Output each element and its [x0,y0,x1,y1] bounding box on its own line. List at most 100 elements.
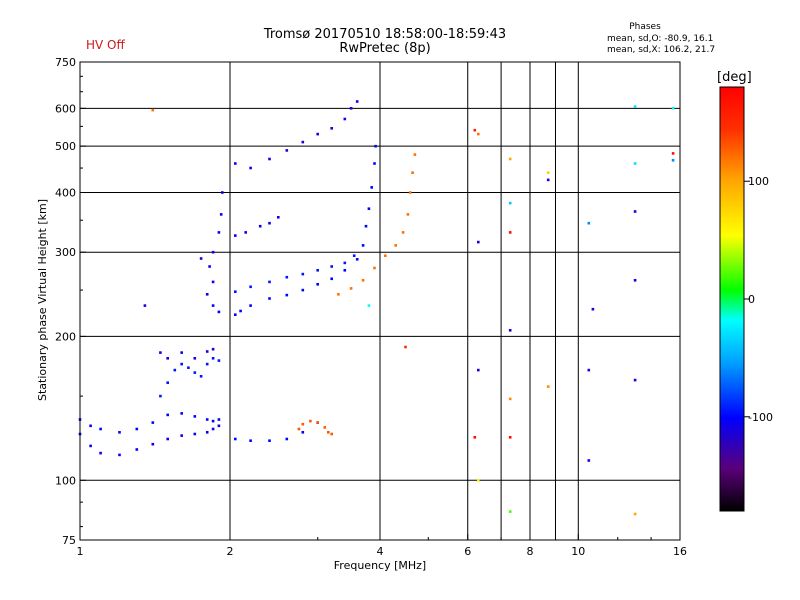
phases-x-stats: mean, sd,X: 106.2, 21.7 [607,45,716,55]
trace-5-point-8 [343,269,347,272]
trace-0-point-10 [211,427,215,431]
trace-9-point-6 [330,432,333,436]
trace-5-point-4 [285,293,289,297]
trace-3-point-2 [180,351,183,354]
trace-8-point-2 [268,439,271,442]
y-tick-label: 400 [55,186,76,199]
colorbar-label: [deg] [717,70,752,85]
trace-7-point-2 [361,279,365,282]
trace-7-point-10 [413,153,417,156]
trace-5-point-3 [268,297,271,300]
trace-9-point-5 [327,431,330,434]
trace-1-point-6 [166,413,169,417]
isolated-point-32 [671,152,675,155]
trace-10-point-9 [355,100,359,103]
trace-4-point-2 [205,293,209,296]
trace-3-point-5 [211,347,215,351]
y-tick-label: 300 [55,246,76,259]
isolated-point-30 [633,512,637,516]
trace-1-point-1 [89,424,92,428]
trace-8-point-0 [234,437,237,441]
trace-1-point-2 [99,427,102,431]
trace-5-point-7 [330,277,333,281]
trace-6-point-8 [352,254,356,257]
trace-2-point-0 [159,394,162,398]
trace-10-point-1 [249,166,252,170]
trace-6-point-4 [301,272,305,276]
trace-11-point-2 [258,224,262,228]
isolated-point-31 [671,107,675,110]
trace-4-point-5 [211,250,215,254]
x-tick-label: 4 [377,545,384,558]
isolated-point-16 [508,436,512,439]
trace-9-point-2 [309,419,312,423]
trace-0-point-1 [89,444,92,448]
trace-5-point-12 [367,207,371,210]
y-tick-label: 600 [55,102,76,115]
isolated-point-11 [508,157,512,161]
trace-9-point-0 [297,427,301,431]
trace-0-point-4 [135,448,139,451]
trace-8-point-3 [285,437,289,441]
trace-1-point-7 [180,412,183,415]
trace-7-point-5 [394,244,397,247]
trace-2-point-8 [211,357,215,360]
isolated-point-22 [591,307,595,311]
trace-2-point-1 [166,381,169,384]
phases-o-stats: mean, sd,O: -80.9, 16.1 [607,34,714,44]
trace-9-point-1 [301,422,305,426]
isolated-point-21 [587,221,591,225]
isolated-point-19 [546,178,550,182]
trace-0-point-6 [166,437,169,441]
isolated-point-6 [477,132,480,136]
trace-4-point-8 [221,191,224,194]
trace-9-point-4 [323,426,327,429]
trace-2-point-5 [193,371,197,374]
trace-2-point-6 [199,375,203,378]
isolated-point-9 [473,436,477,439]
isolated-point-33 [671,159,675,162]
trace-6-point-3 [285,275,289,279]
trace-0-point-9 [205,431,209,434]
trace-0-point-7 [180,434,183,437]
isolated-point-27 [633,210,637,213]
isolated-point-14 [508,329,512,332]
trace-3-point-1 [166,357,169,360]
x-tick-label: 10 [571,545,585,558]
trace-7-point-6 [401,231,405,234]
trace-4-point-1 [211,304,215,307]
isolated-point-15 [508,397,512,401]
isolated-point-13 [508,231,512,234]
trace-1-point-3 [118,431,121,434]
hv-status-label: HV Off [86,38,125,52]
trace-11-point-4 [277,216,280,219]
trace-7-point-4 [384,254,387,257]
trace-4-point-0 [217,310,221,314]
trace-1-point-4 [135,427,139,431]
trace-7-point-3 [373,266,376,270]
grid [80,62,681,540]
colorbar-ticks: 100 0 -100 [744,175,773,424]
chart-title: Tromsø 20170510 18:58:00-18:59:43 [263,27,507,42]
trace-5-point-0 [234,313,237,316]
isolated-point-2 [199,257,203,260]
trace-3-point-4 [205,350,209,353]
trace-10-point-0 [234,162,237,165]
y-tick-label: 750 [55,56,76,69]
y-tick-label: 75 [62,534,76,547]
isolated-point-26 [633,162,637,165]
isolated-point-4 [367,304,371,307]
trace-7-point-9 [411,171,414,174]
trace-10-point-8 [349,107,353,110]
trace-10-point-7 [343,117,347,121]
trace-5-point-11 [364,224,368,228]
trace-7-point-0 [337,293,340,296]
trace-7-point-8 [408,191,412,194]
colorbar-tick-label: 100 [748,175,769,188]
isolated-point-10 [477,479,480,482]
trace-4-point-6 [217,231,221,234]
isolated-point-5 [473,128,477,132]
trace-0-point-8 [193,432,197,436]
